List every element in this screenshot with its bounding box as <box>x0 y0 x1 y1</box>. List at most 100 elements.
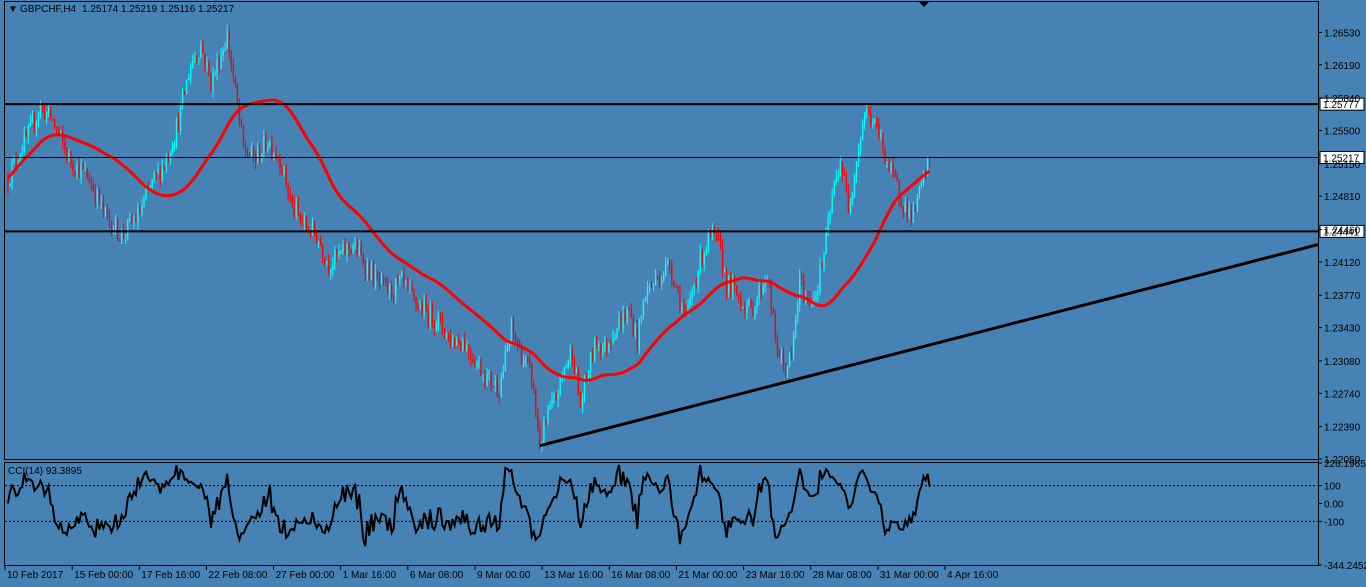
candle-body <box>884 149 886 164</box>
candle-body <box>90 182 92 184</box>
candle-body <box>721 245 724 273</box>
time-tick-label: 1 Mar 16:00 <box>343 570 397 581</box>
candle-body <box>346 244 348 255</box>
candle-body <box>665 263 667 275</box>
candle-body <box>468 344 470 353</box>
cci-tick-label: -100 <box>1324 517 1344 528</box>
horizontal-levels-group[interactable]: 1.25777 1.25217 1.24441 <box>5 97 1365 238</box>
candle-body <box>80 164 82 178</box>
price-tick-label: 1.26190 <box>1324 61 1361 72</box>
candle-body <box>591 351 594 362</box>
candle-body <box>240 120 243 126</box>
candle-body <box>535 388 537 414</box>
candle-body <box>596 337 598 346</box>
candle-body <box>254 155 257 163</box>
candle-body <box>397 278 399 281</box>
candle-body <box>354 241 356 246</box>
time-tick-label: 6 Mar 08:00 <box>410 570 464 581</box>
candle-body <box>228 31 230 54</box>
candle-body <box>271 141 273 157</box>
candle-body <box>624 312 626 322</box>
trendline-group[interactable] <box>539 243 1319 448</box>
candle-body <box>677 286 679 291</box>
candle-body <box>914 206 917 212</box>
candle-body <box>66 149 68 161</box>
candle-body <box>165 158 168 168</box>
candle-body <box>401 272 403 277</box>
candle-body <box>37 115 40 122</box>
candle-body <box>476 362 478 367</box>
candle-body <box>305 218 308 229</box>
candle-body <box>366 263 369 275</box>
shift-marker-icon[interactable] <box>919 2 929 7</box>
candle-body <box>660 279 663 286</box>
price-tick-label: 1.22740 <box>1324 389 1361 400</box>
candle-body <box>764 282 766 287</box>
candle-body <box>285 166 287 186</box>
candle-body <box>606 342 608 351</box>
candle-body <box>920 183 923 187</box>
candle-body <box>336 249 338 256</box>
candle-body <box>880 133 882 136</box>
candle-body <box>449 335 452 347</box>
candle-body <box>70 153 72 164</box>
time-tick-label: 31 Mar 00:00 <box>880 570 939 581</box>
candle-body <box>691 292 693 298</box>
candle-body <box>9 183 11 187</box>
candle-body <box>569 349 572 361</box>
candles-group <box>7 24 931 452</box>
candle-body <box>212 72 214 91</box>
candle-body <box>918 186 921 195</box>
candle-body <box>62 131 64 142</box>
candle-body <box>734 281 736 286</box>
candle-body <box>356 241 358 255</box>
candle-body <box>161 166 163 181</box>
candle-body <box>133 219 135 223</box>
candle-body <box>553 394 555 399</box>
candle-body <box>650 285 653 287</box>
candle-body <box>758 285 760 299</box>
candle-body <box>756 298 758 308</box>
collapse-triangle-icon[interactable]: ▼ <box>8 4 18 15</box>
candle-body <box>752 306 754 317</box>
candle-body <box>435 325 438 329</box>
trendline <box>539 243 1319 448</box>
candle-body <box>573 359 576 374</box>
candle-body <box>896 176 898 181</box>
cci-ticks-group: 226.1965 100 0.00 -100 -344.2452 <box>1318 459 1366 572</box>
candle-body <box>723 270 726 273</box>
candle-body <box>782 353 785 368</box>
candle-body <box>703 252 705 265</box>
candle-body <box>876 118 878 124</box>
candle-body <box>273 154 275 157</box>
candle-body <box>882 133 884 150</box>
price-tick-label: 1.23430 <box>1324 324 1361 335</box>
candle-body <box>825 231 827 254</box>
candle-body <box>563 367 565 375</box>
candle-body <box>833 182 835 195</box>
candle-body <box>813 298 815 303</box>
candle-body <box>455 340 458 346</box>
candle-body <box>76 163 78 175</box>
candle-body <box>474 361 476 367</box>
candle-body <box>173 142 176 149</box>
price-tick-label: 1.22050 <box>1324 455 1361 466</box>
candle-body <box>729 275 732 294</box>
candle-body <box>679 290 681 310</box>
candle-body <box>506 347 509 351</box>
candle-body <box>224 48 226 51</box>
candle-body <box>786 365 789 374</box>
candle-body <box>246 152 249 156</box>
candle-body <box>819 264 821 293</box>
chart-symbol: GBPCHF,H4 <box>20 4 77 15</box>
candle-body <box>585 377 588 379</box>
candle-body <box>855 161 858 178</box>
candle-body <box>648 285 651 288</box>
candle-body <box>898 180 900 200</box>
candle-body <box>153 172 155 180</box>
cci-tick-label: -344.2452 <box>1324 561 1366 572</box>
price-tick-label: 1.23080 <box>1324 357 1361 368</box>
candle-body <box>395 278 397 298</box>
candle-body <box>514 333 517 342</box>
